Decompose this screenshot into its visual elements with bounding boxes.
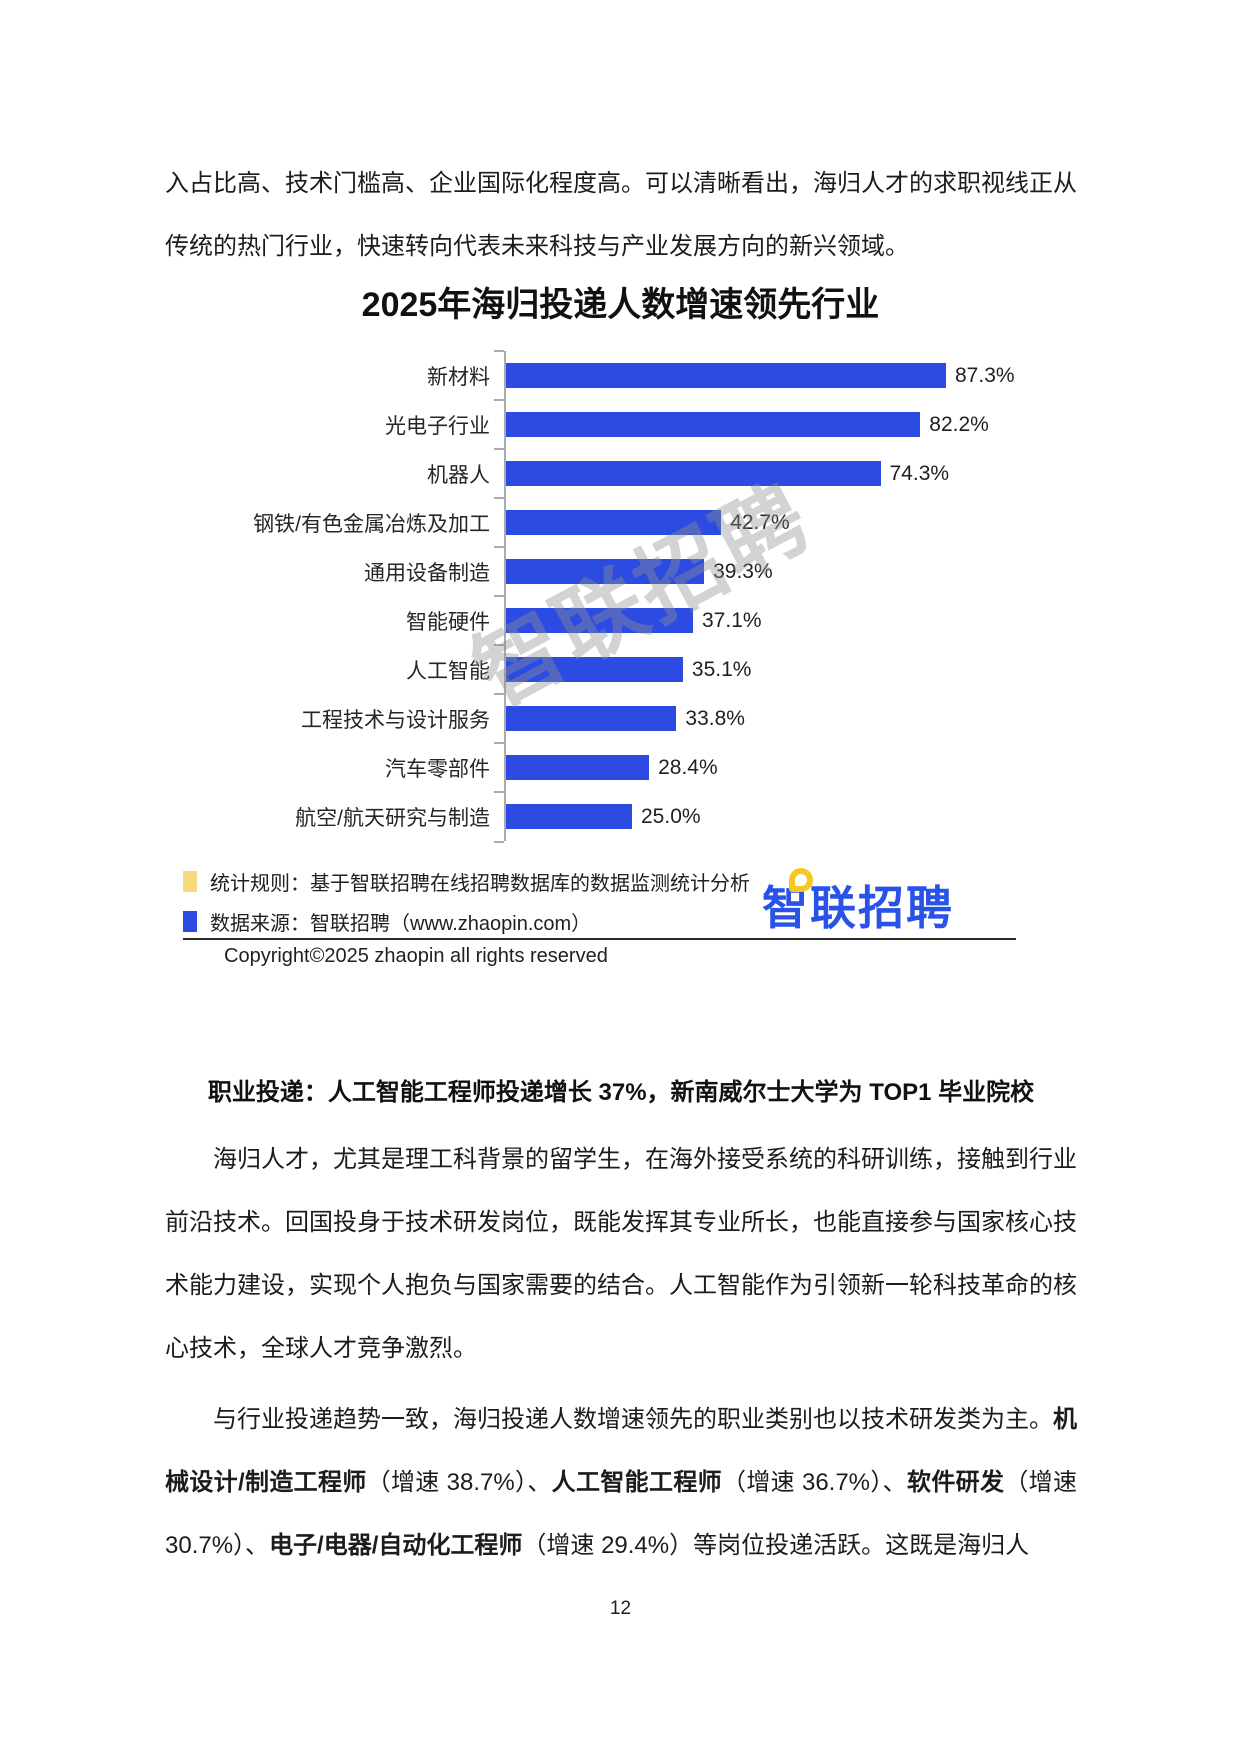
text-run: 与行业投递趋势一致，海归投递人数增速领先的职业类别也以技术研发类为主。 bbox=[213, 1406, 1053, 1433]
bar-track: 35.1% bbox=[506, 645, 1076, 694]
bar-category-label: 智能硬件 bbox=[406, 610, 490, 634]
chart-row: 人工智能 35.1% bbox=[165, 644, 1076, 694]
bar-track: 39.3% bbox=[506, 547, 1076, 596]
bar bbox=[506, 559, 705, 584]
bar-category-label: 机器人 bbox=[427, 463, 490, 487]
bar bbox=[506, 363, 946, 388]
bar bbox=[506, 755, 650, 780]
bar-track: 74.3% bbox=[506, 449, 1076, 498]
bar-value-label: 25.0% bbox=[641, 804, 701, 828]
chart-row: 工程技术与设计服务 33.8% bbox=[165, 693, 1076, 743]
location-pin-icon bbox=[789, 868, 813, 892]
chart-rows: 新材料 87.3% 光电子行业 82.2% 机器人 74.3% 钢铁/有色金属冶炼及加工 42… bbox=[165, 350, 1076, 843]
bar-track: 28.4% bbox=[506, 743, 1076, 792]
page-number: 12 bbox=[609, 1598, 632, 1619]
chart-title: 2025年海归投递人数增速领先行业 bbox=[361, 286, 880, 324]
bar-category-label: 新材料 bbox=[427, 365, 490, 389]
bold-text-run: 人工智能工程师 bbox=[551, 1469, 722, 1496]
bar-track: 82.2% bbox=[506, 400, 1076, 449]
legend-item: 统计规则：基于智联招聘在线招聘数据库的数据监测统计分析 bbox=[183, 866, 750, 896]
bar-track: 37.1% bbox=[506, 596, 1076, 645]
bar-value-label: 39.3% bbox=[713, 559, 773, 583]
text-run: （增速 36.7%）、 bbox=[721, 1469, 908, 1496]
text-run: （增速 30.7%）、 bbox=[165, 1469, 1078, 1559]
legend-label: 统计规则：基于智联招聘在线招聘数据库的数据监测统计分析 bbox=[210, 872, 750, 895]
bar bbox=[506, 461, 881, 486]
bar-category-label: 钢铁/有色金属冶炼及加工 bbox=[253, 512, 490, 536]
bar-category-label: 汽车零部件 bbox=[385, 757, 490, 781]
bar-value-label: 42.7% bbox=[730, 510, 790, 534]
chart-row: 机器人 74.3% bbox=[165, 448, 1076, 498]
chart-row: 新材料 87.3% bbox=[165, 350, 1076, 400]
bar-value-label: 33.8% bbox=[685, 706, 745, 730]
chart-row: 智能硬件 37.1% bbox=[165, 595, 1076, 645]
chart-row: 汽车零部件 28.4% bbox=[165, 742, 1076, 792]
bar-value-label: 82.2% bbox=[929, 412, 989, 436]
bold-text-run: 软件研发 bbox=[907, 1469, 1005, 1496]
bar bbox=[506, 706, 677, 731]
legend-swatch-yellow-icon bbox=[183, 870, 197, 892]
bar-value-label: 87.3% bbox=[955, 363, 1015, 387]
text-run: （增速 29.4%）等岗位投递活跃。这既是海归人 bbox=[522, 1532, 1030, 1559]
bar bbox=[506, 412, 921, 437]
chart-row: 通用设备制造 39.3% bbox=[165, 546, 1076, 596]
bar bbox=[506, 510, 722, 535]
legend-label: 数据来源：智联招聘（www.zhaopin.com） bbox=[210, 912, 592, 935]
bar-value-label: 74.3% bbox=[889, 461, 950, 485]
bar-category-label: 工程技术与设计服务 bbox=[301, 708, 490, 732]
bold-text-run: 电子/电器/自动化工程师 bbox=[269, 1532, 523, 1559]
body-paragraph-1: 海归人才，尤其是理工科背景的留学生，在海外接受系统的科研训练，接触到行业前沿技术… bbox=[165, 1146, 1077, 1362]
chart-row: 光电子行业 82.2% bbox=[165, 399, 1076, 449]
bar-category-label: 光电子行业 bbox=[385, 414, 490, 438]
bar-track: 33.8% bbox=[506, 694, 1076, 743]
bar-track: 25.0% bbox=[506, 792, 1076, 841]
chart-row: 钢铁/有色金属冶炼及加工 42.7% bbox=[165, 497, 1076, 547]
bar-track: 87.3% bbox=[506, 351, 1076, 400]
bar bbox=[506, 608, 693, 633]
bar bbox=[506, 804, 632, 829]
bar-value-label: 37.1% bbox=[702, 608, 762, 632]
chart-category-axis bbox=[504, 351, 506, 841]
intro-paragraph: 入占比高、技术门槛高、企业国际化程度高。可以清晰看出，海归人才的求职视线正从传统… bbox=[165, 170, 1077, 260]
text-run: （增速 38.7%）、 bbox=[366, 1469, 552, 1496]
section-heading: 职业投递：人工智能工程师投递增长 37%，新南威尔士大学为 TOP1 毕业院校 bbox=[207, 1079, 1035, 1106]
bar-value-label: 35.1% bbox=[691, 657, 752, 681]
legend-item: 数据来源：智联招聘（www.zhaopin.com） bbox=[183, 906, 750, 936]
copyright-text: Copyright©2025 zhaopin all rights reserv… bbox=[224, 945, 608, 967]
bar bbox=[506, 657, 683, 682]
zhaopin-logo: 智联招聘 bbox=[762, 868, 954, 938]
bar-value-label: 28.4% bbox=[658, 755, 718, 779]
legend-swatch-blue-icon bbox=[183, 910, 197, 932]
chart-row: 航空/航天研究与制造 25.0% bbox=[165, 791, 1076, 841]
legend-divider bbox=[183, 938, 1016, 940]
bar-category-label: 航空/航天研究与制造 bbox=[295, 806, 490, 830]
bar-category-label: 通用设备制造 bbox=[364, 561, 490, 585]
bar-category-label: 人工智能 bbox=[406, 659, 490, 683]
bold-text-run: 机械设计/制造工程师 bbox=[165, 1406, 1077, 1496]
chart-legend: 统计规则：基于智联招聘在线招聘数据库的数据监测统计分析 数据来源：智联招聘（ww… bbox=[183, 866, 750, 946]
bar-track: 42.7% bbox=[506, 498, 1076, 547]
body-paragraph-2: 与行业投递趋势一致，海归投递人数增速领先的职业类别也以技术研发类为主。机械设计/… bbox=[165, 1388, 1077, 1577]
